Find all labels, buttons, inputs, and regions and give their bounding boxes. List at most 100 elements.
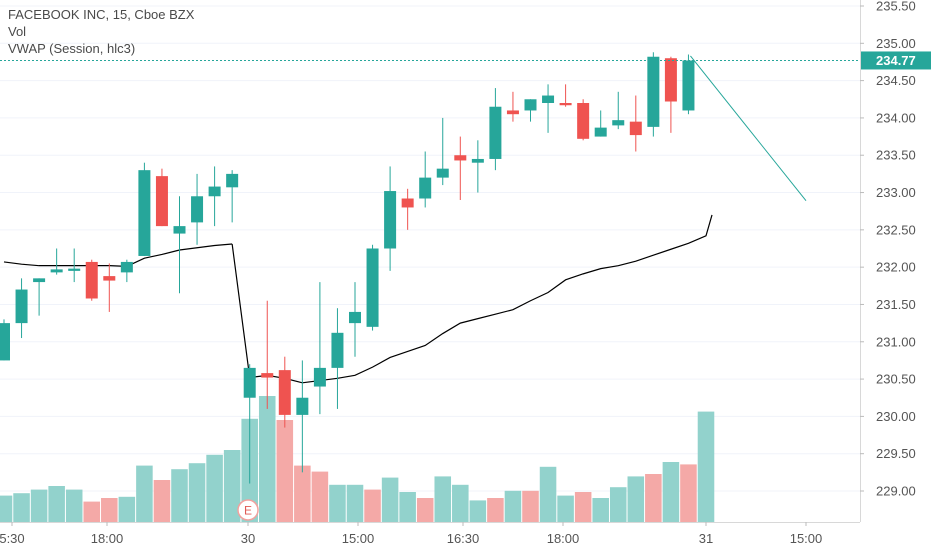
volume-bar	[65, 489, 83, 522]
volume-bar	[416, 498, 434, 522]
candle-body	[471, 158, 484, 163]
candle	[366, 244, 379, 331]
candle	[50, 248, 63, 275]
volume-bar	[399, 492, 416, 522]
price-tick-label: 234.00	[876, 110, 916, 125]
candle-body	[401, 198, 414, 208]
candle-body	[173, 226, 186, 234]
volume-bar	[609, 487, 627, 522]
candle-body	[155, 176, 168, 227]
candle-body	[559, 103, 572, 106]
grid-layer	[0, 5, 860, 492]
candle-body	[524, 99, 537, 111]
candle-body	[489, 106, 502, 159]
candle	[226, 170, 239, 223]
candle-body	[243, 367, 256, 398]
candle	[120, 259, 133, 283]
candle-body	[138, 170, 151, 256]
price-tick-label: 233.00	[876, 185, 916, 200]
price-tick-label: 229.00	[876, 484, 916, 499]
volume-bar	[680, 464, 697, 522]
volume-bar	[364, 489, 381, 522]
candle	[647, 52, 660, 137]
candle-body	[682, 60, 695, 111]
candle	[559, 84, 572, 107]
candle	[664, 56, 677, 133]
volume-bar	[346, 484, 364, 522]
candle-body	[542, 95, 555, 103]
candle	[261, 300, 274, 409]
candle-body	[191, 196, 204, 223]
time-tick-label: 15:00	[342, 531, 375, 546]
price-axis-bg	[860, 0, 932, 550]
chart-legend: FACEBOOK INC, 15, Cboe BZX Vol VWAP (Ses…	[8, 6, 194, 57]
candle	[313, 282, 326, 415]
price-tick-label: 231.00	[876, 334, 916, 349]
candle	[612, 91, 625, 130]
volume-bar	[101, 498, 118, 522]
volume-bar	[522, 490, 539, 522]
candle-body	[366, 248, 379, 327]
candle-body	[506, 110, 519, 115]
candle-body	[296, 397, 309, 415]
volume-legend[interactable]: Vol	[8, 24, 27, 39]
volume-bar	[381, 477, 399, 522]
price-tick-label: 234.50	[876, 73, 916, 88]
candle	[173, 196, 186, 294]
time-axis-bg	[0, 522, 860, 550]
candle	[384, 166, 397, 271]
volume-bar	[48, 486, 65, 522]
candle-body	[594, 127, 607, 137]
candle	[138, 162, 151, 256]
volume-bar	[504, 490, 522, 522]
candle	[191, 173, 204, 245]
time-tick-label: 18:00	[547, 531, 580, 546]
candle-body	[120, 261, 133, 273]
time-tick-label: 18:00	[91, 531, 124, 546]
last-price-label: 234.77	[876, 53, 916, 68]
volume-bar	[118, 496, 136, 522]
price-tick-label: 229.50	[876, 446, 916, 461]
candle	[524, 99, 537, 122]
volume-bar	[592, 498, 609, 522]
candle	[208, 166, 221, 227]
candle	[471, 140, 484, 193]
volume-bar	[30, 489, 48, 522]
volume-bar	[294, 465, 311, 522]
volume-bar	[311, 471, 329, 522]
volume-bar	[329, 484, 346, 522]
vwap-line	[231, 214, 713, 384]
candle-body	[577, 103, 590, 139]
price-tick-label: 231.50	[876, 297, 916, 312]
volume-bar	[171, 469, 188, 522]
candle-body	[85, 261, 98, 299]
time-tick-label: 15:00	[790, 531, 823, 546]
candle	[577, 99, 590, 141]
candle	[33, 278, 46, 316]
volume-bar	[627, 476, 645, 522]
symbol-legend[interactable]: FACEBOOK INC, 15, Cboe BZX	[8, 7, 195, 22]
candle-body	[384, 191, 397, 249]
candle	[594, 110, 607, 137]
candle	[454, 136, 467, 200]
price-tick-label: 230.00	[876, 409, 916, 424]
candle-body	[454, 155, 467, 161]
volume-bar	[539, 466, 557, 522]
candle-body	[647, 56, 660, 127]
candle-body	[226, 173, 239, 188]
volume-bar	[487, 498, 504, 522]
vwap-layer	[3, 214, 713, 384]
candle-body	[349, 311, 361, 324]
vwap-line	[3, 243, 233, 268]
volume-bar	[697, 411, 715, 522]
candle-body	[331, 332, 344, 368]
volume-bar	[662, 462, 680, 522]
volume-bar	[469, 500, 487, 522]
vwap-legend[interactable]: VWAP (Session, hlc3)	[8, 41, 136, 56]
candle	[489, 88, 502, 171]
volume-bar	[0, 495, 13, 522]
candle	[542, 84, 555, 133]
candle-body	[15, 289, 28, 324]
